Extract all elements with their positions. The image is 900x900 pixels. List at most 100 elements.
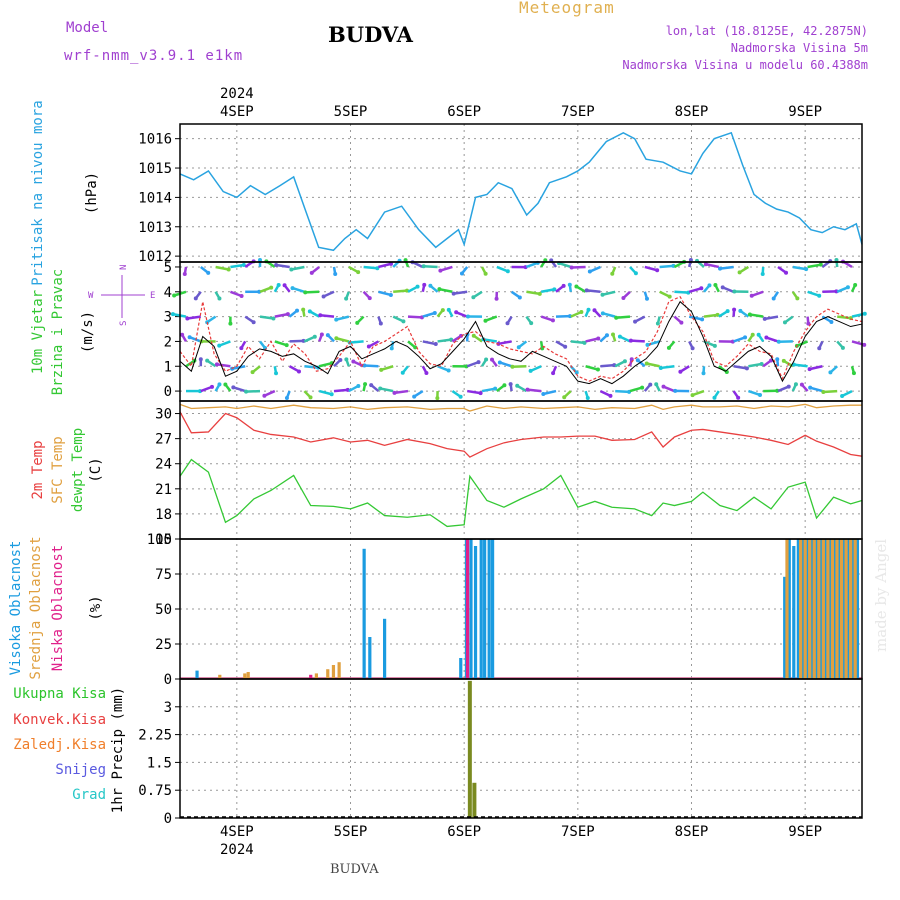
precip-ytick-label: 1.5 <box>147 755 172 771</box>
cloud-high-bar <box>851 539 855 679</box>
cloud-high-bar <box>842 539 846 679</box>
wind-arrow <box>393 289 408 294</box>
wind-arrow-head <box>862 342 867 347</box>
wind-arrow <box>793 363 808 368</box>
wind-arrow-head <box>690 393 695 398</box>
wind-arrow-head <box>271 316 276 321</box>
cloud-high-bar <box>469 539 473 679</box>
wind-arrow-head <box>226 267 231 272</box>
wind-arrow-head <box>608 393 613 398</box>
cloud-low-bar <box>309 674 313 679</box>
wind-arrow <box>837 315 851 320</box>
wind-arrow-head <box>351 359 356 364</box>
wind-arrow <box>644 265 658 272</box>
wind-arrow <box>749 313 764 318</box>
wind-arrow-head <box>655 268 660 273</box>
wind-arrow-head <box>563 344 568 349</box>
cloud-mid-bar <box>243 673 247 679</box>
wind-arrow <box>333 388 348 393</box>
wind-arrow <box>602 312 616 318</box>
wind-arrow <box>543 389 557 396</box>
cloud-mid-bar <box>844 539 848 679</box>
wind-arrow-head <box>738 308 743 313</box>
cloud-mid-bar <box>821 539 825 679</box>
wind-arrow-head <box>537 291 542 296</box>
wind-arrow-head <box>817 346 822 351</box>
wind-arrow-head <box>239 346 244 351</box>
wind-arrow <box>439 287 453 294</box>
wind-arrow <box>363 265 378 270</box>
wind-arrow <box>349 340 364 344</box>
wind-arrow-head <box>679 320 684 325</box>
wind-arrow <box>692 389 705 397</box>
elevation-label: Nadmorska Visina 5m <box>730 41 868 55</box>
wind-arrow-head <box>732 289 737 294</box>
wind-arrow-head <box>389 346 394 351</box>
wind-arrow <box>422 311 436 318</box>
wind-arrow-head <box>562 395 567 400</box>
wind-arrow <box>378 290 392 297</box>
wind-arrow-head <box>862 311 867 316</box>
wind-arrow <box>259 315 274 320</box>
wind-arrow-head <box>296 369 301 374</box>
wind-arrow-head <box>604 333 609 338</box>
wind-arrow-head <box>493 386 498 391</box>
precip-panel-frame <box>179 678 863 819</box>
pressure-panel-frame <box>179 123 863 263</box>
wind-arrow <box>275 263 290 269</box>
wind-arrow <box>688 315 703 321</box>
wind-arrow <box>646 362 660 368</box>
wind-arrow-head <box>661 384 666 389</box>
wind-arrow-head <box>392 390 397 395</box>
pressure-legend: Pritisak na nivou mora <box>30 100 46 285</box>
clouds-ytick-label: 0 <box>164 672 172 688</box>
wind-arrow-head <box>476 360 481 365</box>
cloud-mid-bar <box>812 539 816 679</box>
wind-arrow-head <box>471 333 476 338</box>
wind-arrow-head <box>284 395 289 400</box>
wind-arrow <box>751 290 764 297</box>
wind-arrow-head <box>388 261 393 266</box>
wind-arrow-head <box>356 383 361 388</box>
wind-arrow-head <box>528 368 533 373</box>
wind-arrow <box>232 386 246 393</box>
wind-arrow-head <box>214 362 219 367</box>
wind-arrow-head <box>720 285 725 290</box>
wind-arrow-head <box>747 312 752 317</box>
wind-arrow-head <box>424 371 429 376</box>
wind-arrow <box>586 289 601 294</box>
day-label-top: 9SEP <box>788 104 822 120</box>
wind-arrow-head <box>574 284 579 289</box>
cloud-high-bar <box>362 548 366 679</box>
wind-arrow <box>615 389 630 394</box>
wind-arrow <box>466 360 479 368</box>
wind-arrow <box>318 389 332 396</box>
wind-arrow-head <box>699 286 704 291</box>
cloud-high-bar <box>787 539 791 679</box>
wind-arrow-head <box>440 308 445 313</box>
temperature-ytick-label: 15 <box>155 532 172 548</box>
wind-arrow-head <box>666 345 671 350</box>
wind-arrow-head <box>459 271 464 276</box>
wind-arrow-head <box>834 257 839 262</box>
wind-arrow-head <box>415 284 420 289</box>
wind-arrow <box>585 337 599 343</box>
wind-arrow <box>216 363 231 368</box>
wind-arrow-head <box>366 344 371 349</box>
wind-arrow-head <box>250 370 255 375</box>
cloud-high-bar <box>833 539 837 679</box>
wind-arrow <box>304 365 319 369</box>
wind-arrow-head <box>744 366 749 371</box>
wind-arrow-head <box>673 388 678 393</box>
wind-arrow-head <box>718 266 723 271</box>
precip-ytick-label: 0 <box>164 811 172 827</box>
wind-arrow-head <box>428 283 433 288</box>
precip-legend-item: Snijeg <box>55 762 106 778</box>
wind-arrow-head <box>182 271 187 276</box>
pressure-ylabel: (hPa) <box>84 172 100 214</box>
model-label: Model <box>66 20 109 36</box>
wind-arrow-head <box>239 293 244 298</box>
wind-arrow <box>289 339 304 343</box>
wind-arrow-head <box>633 271 638 276</box>
temperature-ytick-label: 18 <box>155 507 172 523</box>
